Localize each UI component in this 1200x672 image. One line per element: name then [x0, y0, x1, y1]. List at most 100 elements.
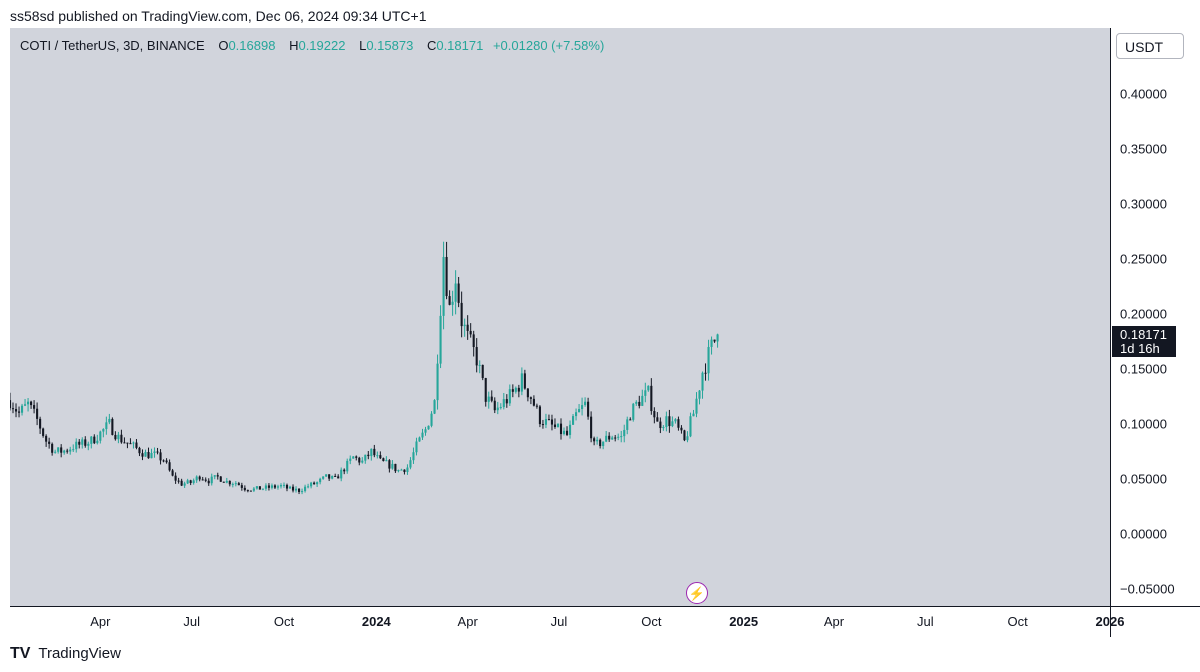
price-plot[interactable] — [10, 28, 1110, 606]
candle — [478, 364, 481, 366]
candle — [394, 463, 397, 472]
currency-unit-button[interactable]: USDT — [1116, 33, 1184, 59]
candle — [400, 469, 403, 471]
candle — [502, 399, 505, 408]
candle — [108, 418, 111, 423]
legend-low-label: L — [359, 38, 367, 53]
candle — [189, 480, 192, 484]
candle — [288, 486, 292, 489]
footer-brand: TV TradingView — [10, 645, 121, 663]
candle — [343, 469, 346, 472]
candle — [216, 475, 219, 477]
candle — [704, 372, 707, 374]
candle — [367, 454, 370, 457]
candle — [48, 441, 51, 444]
y-tick-label: 0.30000 — [1120, 196, 1167, 212]
candle — [391, 463, 394, 469]
candle — [81, 439, 84, 445]
candle — [132, 442, 135, 444]
candle — [273, 485, 277, 488]
candle — [475, 347, 478, 366]
candle — [156, 451, 159, 453]
candle — [123, 442, 126, 444]
candle — [593, 438, 596, 442]
candle — [490, 396, 493, 401]
x-tick-label: Jul — [550, 614, 568, 629]
candle — [553, 424, 557, 427]
candle — [562, 430, 566, 435]
x-tick-label: Oct — [641, 614, 662, 629]
candle — [683, 430, 686, 441]
candle — [638, 401, 641, 406]
candle — [641, 395, 644, 406]
candle — [105, 422, 108, 430]
y-tick-label: 0.40000 — [1120, 86, 1167, 102]
candle — [51, 443, 54, 453]
candle — [520, 373, 523, 392]
chart-pane[interactable] — [10, 28, 1110, 606]
candle — [36, 408, 39, 419]
candle — [496, 407, 499, 411]
y-tick-label: 0.10000 — [1120, 416, 1167, 432]
candle — [451, 301, 454, 305]
candle — [225, 480, 228, 483]
candle — [279, 485, 283, 487]
candle — [710, 339, 713, 347]
candle — [535, 405, 538, 407]
candle — [346, 460, 349, 472]
candle — [379, 455, 382, 459]
candle — [30, 401, 33, 406]
axis-corner — [1110, 606, 1200, 637]
candle — [695, 398, 698, 414]
candle — [433, 400, 436, 414]
candle — [493, 400, 496, 411]
candle — [698, 390, 701, 399]
candle — [276, 486, 280, 488]
candle — [662, 426, 665, 429]
candle — [644, 390, 647, 396]
candle — [355, 456, 358, 458]
candle — [523, 373, 526, 389]
candle — [186, 480, 189, 484]
legend-change: +0.01280 (+7.58%) — [492, 38, 605, 53]
candle — [45, 435, 48, 442]
legend-high-label: H — [289, 38, 299, 53]
candle — [90, 436, 93, 444]
candle — [249, 490, 252, 492]
candle — [207, 480, 210, 484]
candle — [331, 475, 334, 479]
candle — [219, 476, 222, 482]
candle — [436, 363, 439, 401]
candle — [376, 455, 379, 457]
footer-brand-name: TradingView — [38, 645, 121, 662]
candle — [66, 450, 69, 452]
candle — [54, 451, 57, 453]
candle — [668, 416, 671, 427]
candle — [587, 401, 590, 417]
x-tick-label: 2025 — [729, 614, 759, 629]
candle — [424, 429, 427, 433]
candle — [599, 439, 602, 447]
x-tick-label: Jul — [917, 614, 934, 629]
candle — [578, 409, 581, 413]
candle — [427, 425, 430, 430]
candle — [448, 296, 451, 305]
candle — [319, 478, 322, 483]
candle — [559, 423, 563, 435]
price-axis[interactable] — [1110, 28, 1200, 606]
candle — [340, 469, 343, 479]
candle — [222, 481, 225, 483]
candle — [653, 411, 656, 418]
candle — [72, 449, 75, 451]
candle — [138, 447, 141, 454]
candle — [689, 416, 692, 437]
candle — [111, 418, 114, 435]
candle — [469, 330, 472, 335]
candle — [650, 385, 653, 412]
candle — [596, 439, 599, 442]
candle — [87, 443, 90, 446]
candle — [547, 419, 551, 421]
lightning-icon[interactable]: ⚡ — [686, 582, 708, 604]
time-axis[interactable] — [10, 606, 1110, 637]
candle — [177, 480, 180, 482]
